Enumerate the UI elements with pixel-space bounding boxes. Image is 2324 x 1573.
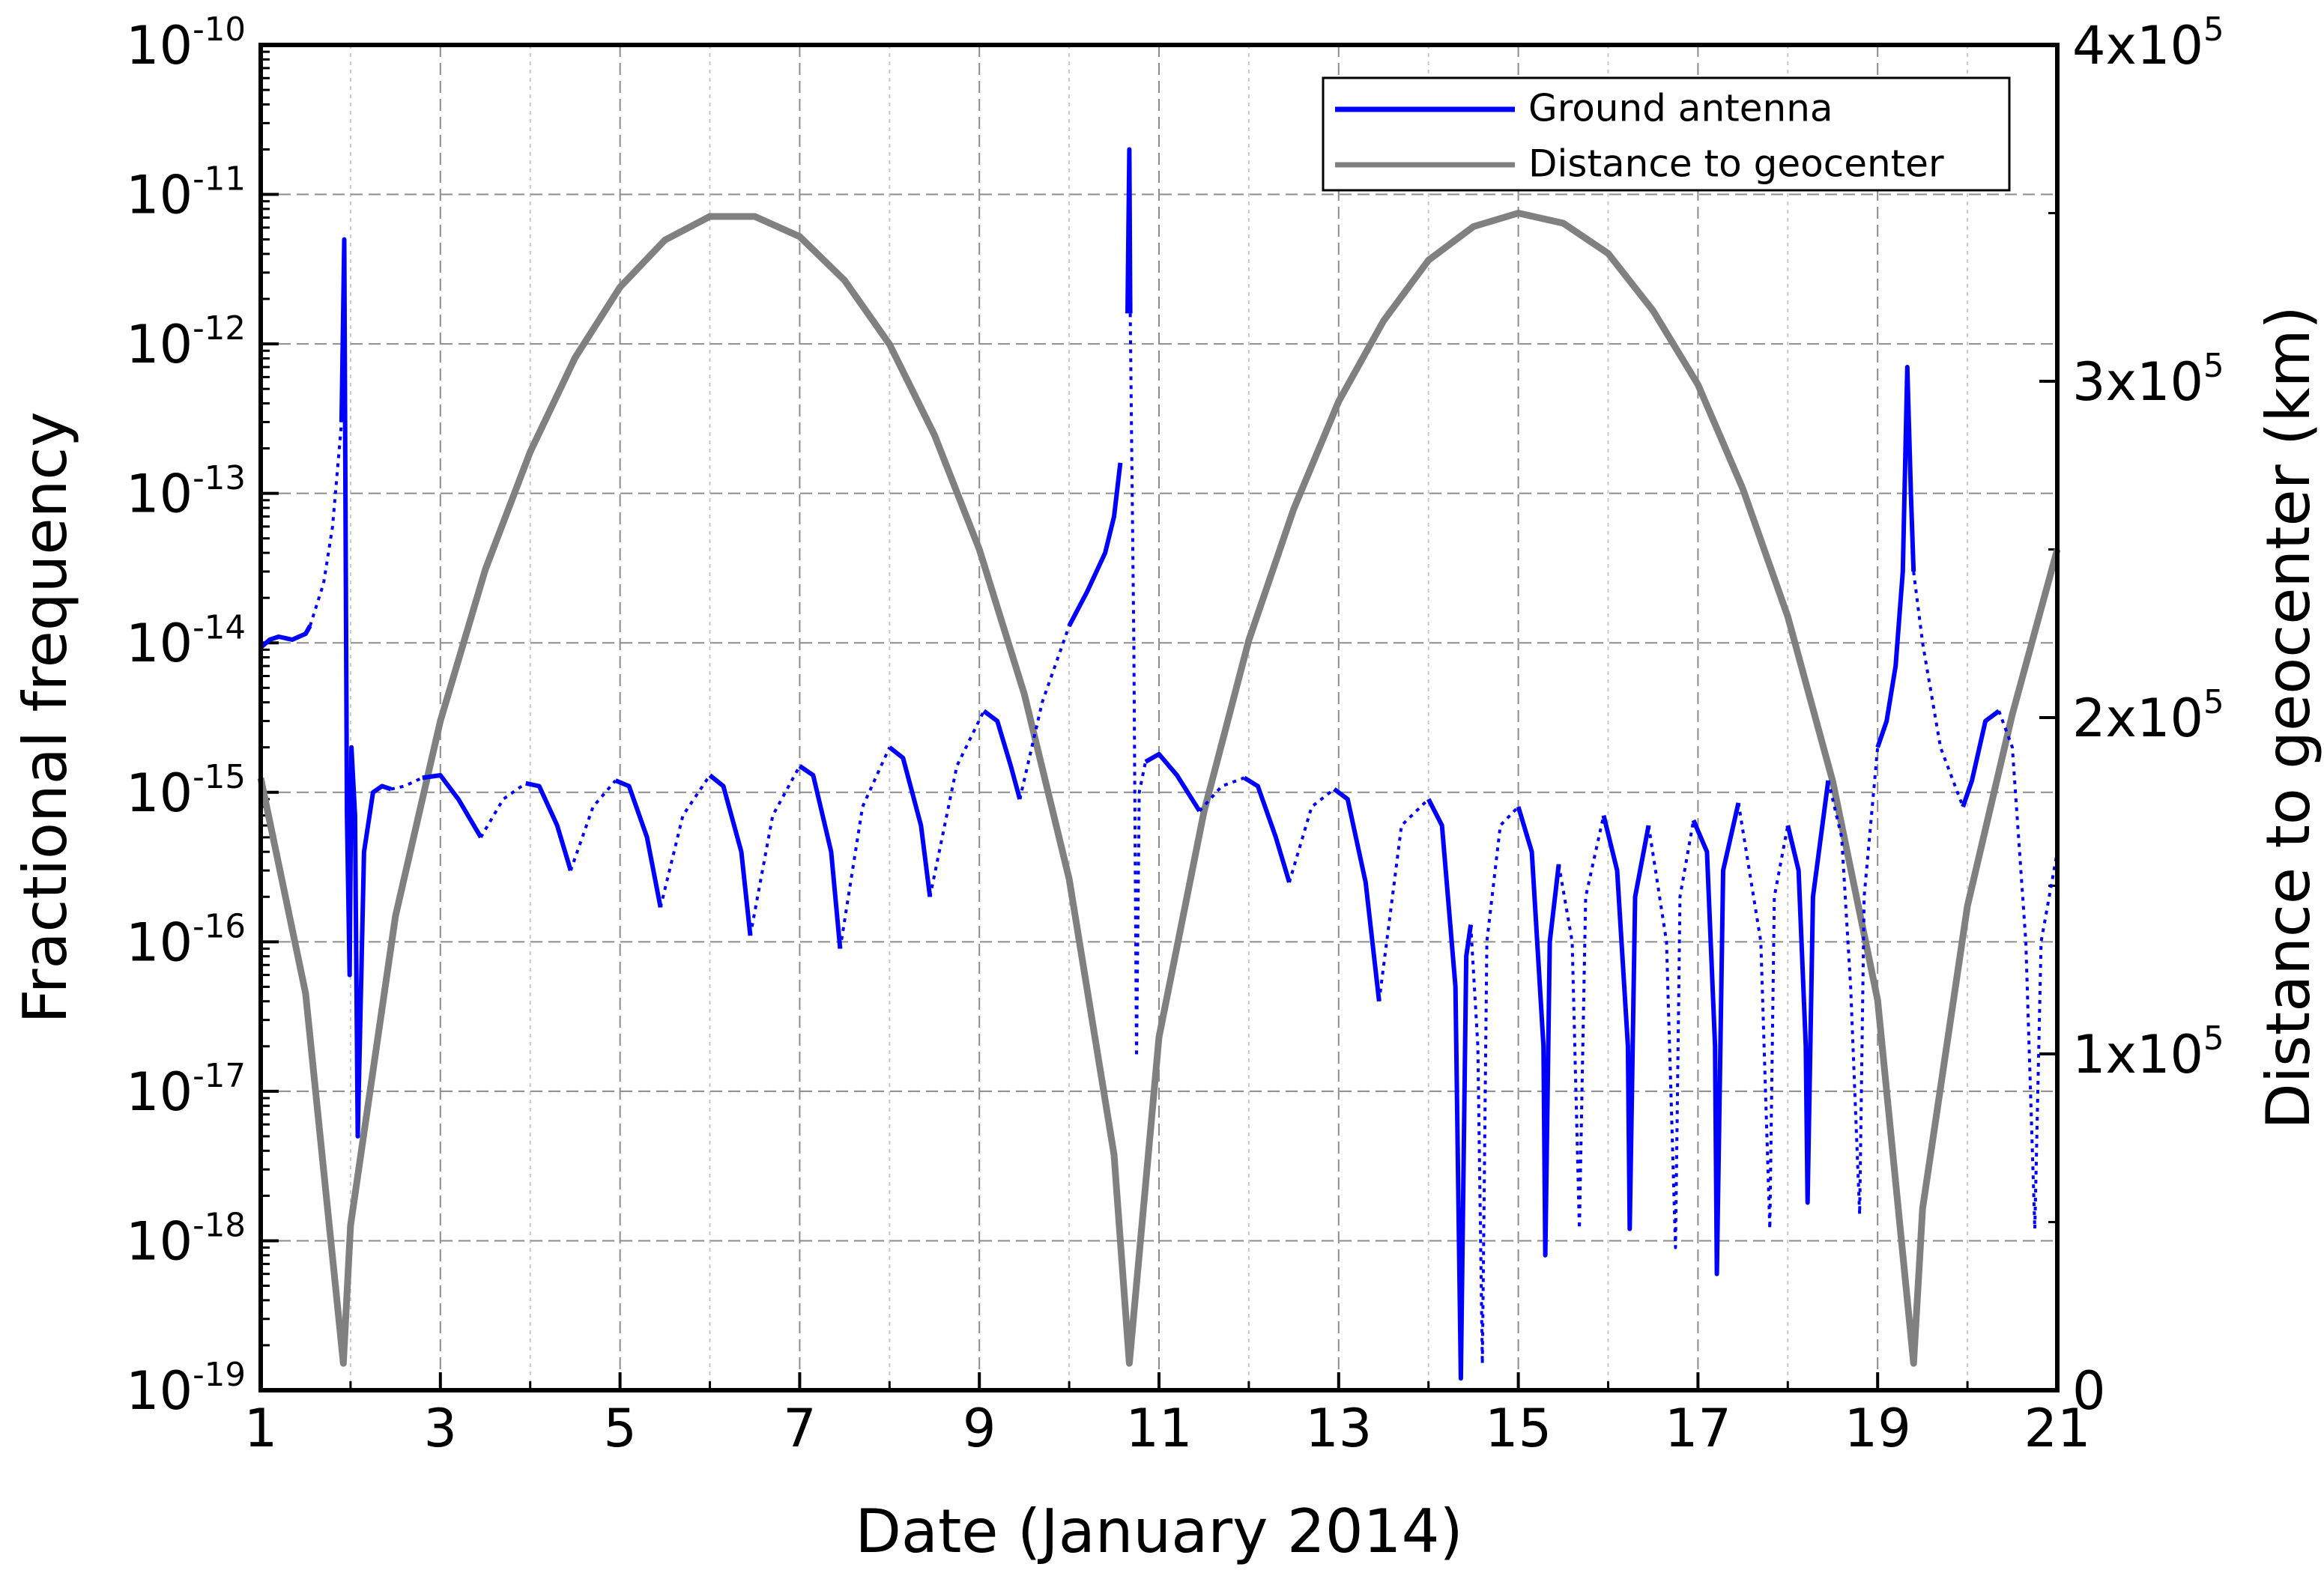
x-tick-label: 3 (424, 1398, 458, 1459)
x-tick-label: 1 (244, 1398, 278, 1459)
y-tick-label: 10-15 (126, 758, 246, 823)
y-tick-label: 10-18 (126, 1207, 246, 1272)
y-tick-label: 10-12 (126, 310, 246, 375)
y2-tick-label: 0 (2072, 1360, 2106, 1422)
y-tick-label: 10-19 (126, 1357, 246, 1422)
y-tick-label: 10-14 (126, 609, 246, 674)
y2-tick-label: 1x105 (2072, 1020, 2224, 1085)
y-tick-label: 10-13 (126, 459, 246, 524)
y2-tick-label: 2x105 (2072, 684, 2224, 749)
x-tick-label: 11 (1125, 1398, 1192, 1459)
x-tick-label: 7 (783, 1398, 817, 1459)
y2-axis-title: Distance to geocenter (km) (2254, 306, 2323, 1129)
legend-label: Ground antenna (1528, 87, 1833, 130)
x-tick-label: 13 (1305, 1398, 1372, 1459)
series-line (308, 313, 2059, 1366)
legend-box (1322, 76, 2011, 192)
series-line (259, 147, 2000, 1381)
y-tick-label: 10-10 (126, 11, 246, 76)
x-tick-label: 15 (1485, 1398, 1552, 1459)
x-tick-label: 9 (963, 1398, 996, 1459)
legend: Ground antenna Distance to geocenter (1322, 76, 2011, 192)
legend-label: Distance to geocenter (1528, 142, 1944, 186)
y-tick-label: 10-16 (126, 908, 246, 973)
x-tick-label: 19 (1845, 1398, 1911, 1459)
y-tick-label: 10-17 (126, 1058, 246, 1123)
series-line (257, 210, 2061, 1367)
x-axis-title: Date (January 2014) (855, 1497, 1462, 1566)
y2-tick-label: 4x105 (2072, 11, 2224, 76)
x-tick-label: 5 (603, 1398, 637, 1459)
x-tick-label: 21 (2024, 1398, 2090, 1459)
x-tick-label: 17 (1665, 1398, 1731, 1459)
y-tick-label: 10-11 (126, 160, 246, 225)
y2-tick-label: 3x105 (2072, 348, 2224, 413)
plot-frame (258, 43, 2060, 1392)
y-axis-title: Fractional frequency (10, 411, 80, 1023)
